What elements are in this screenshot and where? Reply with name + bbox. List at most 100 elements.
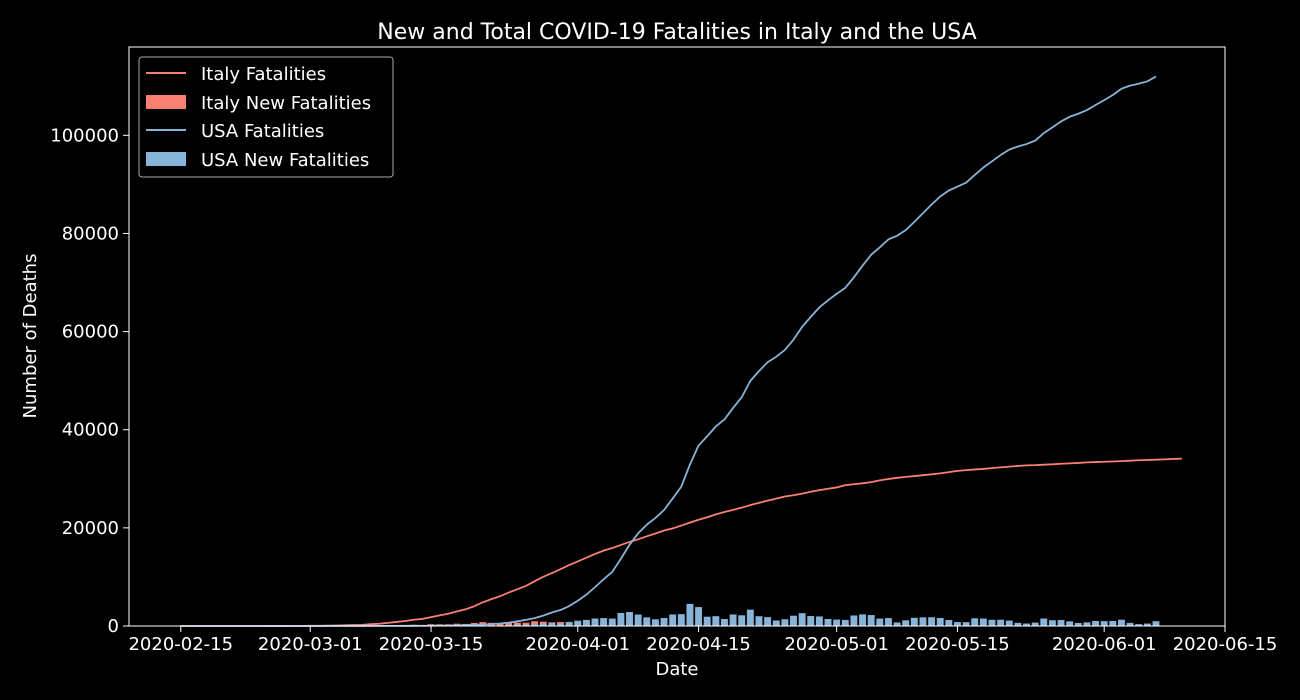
bar-usa-new-fatalities-90 xyxy=(954,622,961,626)
bar-usa-new-fatalities-39 xyxy=(513,624,521,626)
x-tick-label-1: 2020-03-01 xyxy=(258,634,363,655)
bar-usa-new-fatalities-106 xyxy=(1092,620,1099,626)
bar-usa-new-fatalities-55 xyxy=(651,619,659,626)
y-tick-label-2: 40000 xyxy=(62,420,119,441)
bar-italy-new-fatalities-40 xyxy=(522,622,530,626)
bar-usa-new-fatalities-61 xyxy=(703,616,711,626)
x-axis: 2020-02-15 2020-03-01 2020-03-15 2020-04-01… xyxy=(128,626,1277,655)
bar-usa-new-fatalities-59 xyxy=(686,603,694,626)
bar-usa-new-fatalities-95 xyxy=(997,619,1005,626)
bar-usa-new-fatalities-74 xyxy=(815,616,823,626)
bar-usa-new-fatalities-96 xyxy=(1005,620,1013,626)
bar-usa-new-fatalities-42 xyxy=(539,623,547,626)
bar-usa-new-fatalities-46 xyxy=(574,620,582,626)
bar-usa-new-fatalities-70 xyxy=(781,619,789,626)
bar-usa-new-fatalities-75 xyxy=(824,619,832,626)
bar-usa-new-fatalities-111 xyxy=(1135,624,1143,626)
bar-usa-new-fatalities-63 xyxy=(721,618,728,626)
bar-usa-new-fatalities-40 xyxy=(522,624,530,626)
y-tick-label-1: 20000 xyxy=(62,518,119,539)
legend-swatch-usa-new-fatalities xyxy=(146,152,186,166)
bar-usa-new-fatalities-43 xyxy=(548,622,556,626)
bar-italy-new-fatalities-41 xyxy=(531,621,539,626)
y-axis: 0 20000 40000 60000 80000 100000 xyxy=(50,125,129,637)
bar-usa-new-fatalities-58 xyxy=(677,614,685,626)
bar-usa-new-fatalities-100 xyxy=(1040,618,1048,626)
bar-usa-new-fatalities-88 xyxy=(936,617,944,626)
bar-usa-new-fatalities-60 xyxy=(695,607,703,626)
bar-usa-new-fatalities-107 xyxy=(1100,621,1108,626)
bar-italy-new-fatalities-39 xyxy=(513,622,521,626)
bar-usa-new-fatalities-50 xyxy=(608,618,616,626)
bar-usa-new-fatalities-45 xyxy=(565,622,573,626)
y-axis-label: Number of Deaths xyxy=(20,254,41,419)
bar-usa-new-fatalities-68 xyxy=(764,617,772,626)
bar-usa-new-fatalities-112 xyxy=(1143,623,1151,626)
bar-usa-new-fatalities-47 xyxy=(582,619,590,626)
bar-usa-new-fatalities-54 xyxy=(643,617,651,626)
bar-usa-new-fatalities-80 xyxy=(867,615,875,626)
bar-italy-new-fatalities-37 xyxy=(496,623,504,626)
bar-usa-new-fatalities-48 xyxy=(591,618,599,626)
bar-usa-new-fatalities-108 xyxy=(1109,620,1117,626)
x-tick-label-2: 2020-03-15 xyxy=(379,634,484,655)
bar-usa-new-fatalities-110 xyxy=(1126,622,1134,626)
x-tick-label-8: 2020-06-15 xyxy=(1173,634,1278,655)
bar-usa-new-fatalities-72 xyxy=(798,613,806,626)
bar-usa-new-fatalities-101 xyxy=(1048,620,1056,626)
bar-usa-new-fatalities-71 xyxy=(790,615,797,626)
legend-label-usa-new-fatalities: USA New Fatalities xyxy=(201,150,369,171)
chart-title: New and Total COVID-19 Fatalities in Ita… xyxy=(377,20,976,45)
bar-usa-new-fatalities-78 xyxy=(850,615,858,626)
bar-usa-new-fatalities-77 xyxy=(841,619,849,626)
bar-usa-new-fatalities-49 xyxy=(600,618,608,626)
y-tick-label-4: 80000 xyxy=(62,223,119,244)
x-axis-label: Date xyxy=(655,659,698,680)
bar-usa-new-fatalities-113 xyxy=(1152,621,1160,626)
bar-usa-new-fatalities-91 xyxy=(962,622,970,626)
bar-usa-new-fatalities-99 xyxy=(1031,622,1039,626)
bar-usa-new-fatalities-102 xyxy=(1057,620,1065,626)
bar-usa-new-fatalities-66 xyxy=(746,609,754,626)
y-tick-label-5: 100000 xyxy=(50,125,119,146)
bar-usa-new-fatalities-53 xyxy=(634,614,642,626)
bar-usa-new-fatalities-52 xyxy=(626,612,633,626)
bar-usa-new-fatalities-51 xyxy=(617,612,625,626)
bar-usa-new-fatalities-67 xyxy=(755,616,763,626)
bar-usa-new-fatalities-98 xyxy=(1023,623,1030,626)
x-tick-label-0: 2020-02-15 xyxy=(128,634,233,655)
x-tick-label-6: 2020-05-15 xyxy=(905,634,1010,655)
x-tick-label-4: 2020-04-15 xyxy=(646,634,751,655)
bar-usa-new-fatalities-57 xyxy=(669,614,677,626)
bar-usa-new-fatalities-94 xyxy=(988,619,996,626)
legend-label-usa-fatalities: USA Fatalities xyxy=(201,121,324,142)
bar-usa-new-fatalities-41 xyxy=(531,624,539,626)
bar-usa-new-fatalities-64 xyxy=(729,614,737,626)
bar-usa-new-fatalities-86 xyxy=(919,617,927,626)
bar-usa-new-fatalities-87 xyxy=(928,617,936,626)
bar-usa-new-fatalities-85 xyxy=(910,617,918,626)
bar-usa-new-fatalities-65 xyxy=(738,615,746,626)
x-tick-label-7: 2020-06-01 xyxy=(1052,634,1157,655)
y-tick-label-3: 60000 xyxy=(62,322,119,343)
y-tick-label-0: 0 xyxy=(108,616,119,637)
bar-usa-new-fatalities-97 xyxy=(1014,622,1022,626)
bar-usa-new-fatalities-109 xyxy=(1117,619,1125,626)
bar-usa-new-fatalities-79 xyxy=(859,614,866,626)
bar-usa-new-fatalities-82 xyxy=(884,618,892,626)
legend-box xyxy=(138,56,394,178)
bar-italy-new-fatalities-38 xyxy=(505,622,513,626)
bar-usa-new-fatalities-84 xyxy=(902,620,910,626)
x-tick-label-5: 2020-05-01 xyxy=(784,634,889,655)
bar-usa-new-fatalities-73 xyxy=(807,616,815,626)
bar-usa-new-fatalities-89 xyxy=(945,619,953,626)
bar-usa-new-fatalities-44 xyxy=(557,623,564,626)
bar-usa-new-fatalities-92 xyxy=(971,618,979,626)
bar-usa-new-fatalities-104 xyxy=(1074,622,1082,626)
bar-usa-new-fatalities-62 xyxy=(712,616,720,626)
bar-usa-new-fatalities-81 xyxy=(876,618,884,626)
x-tick-label-3: 2020-04-01 xyxy=(525,634,630,655)
legend: Italy Fatalities Italy New Fatalities US… xyxy=(138,56,394,178)
bar-usa-new-fatalities-56 xyxy=(660,618,668,626)
